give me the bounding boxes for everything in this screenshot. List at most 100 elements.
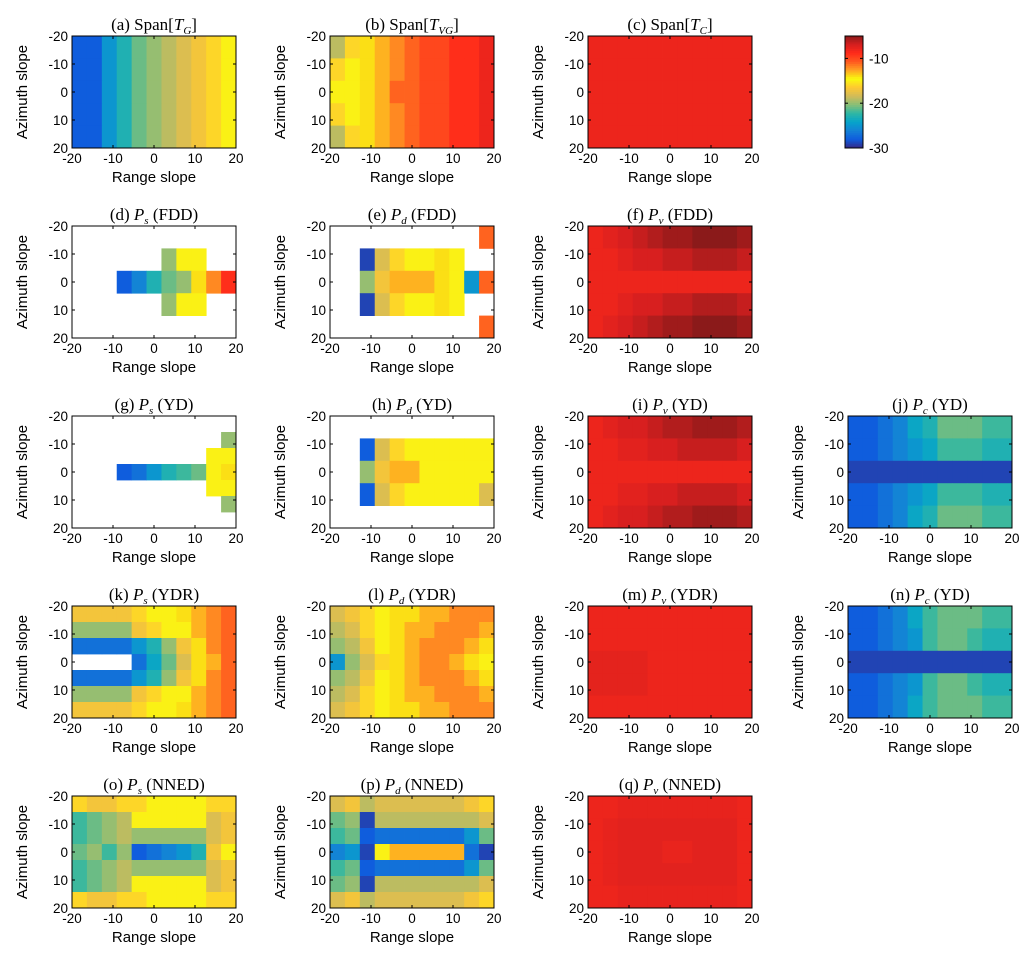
heatmap-cell [922, 673, 938, 696]
colorbar-segment [845, 77, 863, 80]
heatmap-cell [176, 36, 192, 59]
heatmap-cell [907, 673, 923, 696]
heatmap-cell [707, 125, 723, 149]
y-axis-label: Azimuth slope [530, 805, 547, 899]
heatmap-cell [176, 103, 192, 126]
colorbar-segment [845, 112, 863, 115]
y-axis-label: Azimuth slope [14, 615, 31, 709]
heatmap-cell [374, 654, 391, 671]
heatmap-cell [952, 628, 968, 652]
heatmap-cell [602, 293, 619, 316]
x-tick-label: 10 [445, 531, 460, 546]
heatmap-cell [967, 650, 983, 674]
heatmap-cell [131, 876, 147, 893]
heatmap-cell [617, 885, 634, 909]
heatmap-cell [146, 464, 162, 481]
y-tick-label: 20 [311, 141, 326, 156]
heatmap-cell [146, 654, 162, 671]
heatmap-cell [588, 103, 604, 126]
heatmap-cell [86, 876, 103, 893]
y-tick-label: -20 [48, 29, 68, 44]
heatmap-cell [449, 58, 465, 82]
heatmap-cell [359, 686, 376, 703]
heatmap-cell [617, 818, 634, 842]
heatmap-cell [146, 670, 162, 687]
colorbar-segment [845, 134, 863, 138]
heatmap-cell [449, 670, 465, 687]
heatmap-cell [344, 125, 361, 149]
heatmap-cell [662, 125, 678, 149]
heatmap-cell [101, 844, 118, 861]
heatmap-cell [662, 796, 678, 819]
heatmap-cell [389, 483, 405, 506]
heatmap-cell [72, 638, 88, 655]
heatmap-cell [602, 695, 619, 719]
heatmap-cell [419, 844, 435, 861]
y-tick-label: 20 [569, 331, 584, 346]
heatmap-cell [692, 460, 708, 484]
heatmap-cell [479, 670, 495, 687]
heatmap-cell [952, 460, 968, 484]
colorbar-segment [845, 140, 863, 143]
heatmap-cell [191, 293, 207, 316]
heatmap-cell [191, 248, 207, 272]
heatmap-cell [374, 36, 391, 59]
colorbar-tick-label: -10 [869, 51, 889, 66]
x-tick-label: 20 [744, 151, 759, 166]
heatmap-cell [449, 438, 465, 462]
x-tick-label: -20 [320, 531, 340, 546]
heatmap-cell [464, 654, 480, 671]
heatmap-cell [404, 686, 420, 703]
heatmap-cell [206, 828, 222, 845]
heatmap-cell [707, 863, 723, 886]
heatmap-cell [617, 483, 634, 506]
heatmap-cell [161, 654, 177, 671]
heatmap-cell [101, 860, 118, 877]
heatmap-cell [116, 860, 133, 877]
heatmap-cell [877, 460, 894, 484]
panel-title: (i) Pv (YD) [632, 395, 708, 417]
colorbar-segment [845, 123, 863, 126]
heatmap-cell [997, 628, 1013, 652]
heatmap-cell [464, 638, 480, 655]
heatmap-cell [116, 270, 133, 294]
heatmap-cell [434, 125, 450, 149]
y-tick-label: -10 [306, 437, 326, 452]
heatmap-cell [617, 315, 634, 339]
heatmap-cell [176, 702, 192, 719]
y-axis-label: Azimuth slope [14, 45, 31, 139]
heatmap-cell [449, 638, 465, 655]
heatmap-cell [161, 248, 177, 272]
colorbar-segment [845, 125, 863, 128]
x-tick-label: 0 [666, 721, 674, 736]
colorbar-segment [845, 64, 863, 67]
heatmap-cell [434, 58, 450, 82]
x-tick-label: 20 [486, 341, 501, 356]
heatmap-cell [101, 828, 118, 845]
colorbar-segment [845, 93, 863, 97]
heatmap-cell [602, 80, 619, 104]
heatmap-cell [101, 812, 118, 829]
heatmap-cell [176, 125, 192, 149]
heatmap-cell [374, 892, 391, 909]
heatmap-cell [176, 812, 192, 829]
heatmap-cell [647, 438, 663, 462]
heatmap-cell [464, 125, 480, 149]
y-tick-label: 10 [311, 873, 326, 888]
heatmap-cell [419, 812, 435, 829]
heatmap-cell [116, 670, 133, 687]
heatmap-cell [344, 828, 361, 845]
y-tick-label: 0 [576, 845, 584, 860]
heatmap-cell [206, 796, 222, 813]
heatmap-cell [479, 460, 495, 484]
heatmap-cell [588, 416, 604, 439]
heatmap-cell [419, 438, 435, 462]
y-tick-label: -10 [306, 627, 326, 642]
x-tick-label: -10 [103, 911, 123, 926]
heatmap-cell [359, 483, 376, 506]
heatmap-cell [86, 796, 103, 813]
heatmap-cell [176, 892, 192, 909]
heatmap-cell [632, 248, 649, 272]
y-tick-label: -20 [306, 789, 326, 804]
